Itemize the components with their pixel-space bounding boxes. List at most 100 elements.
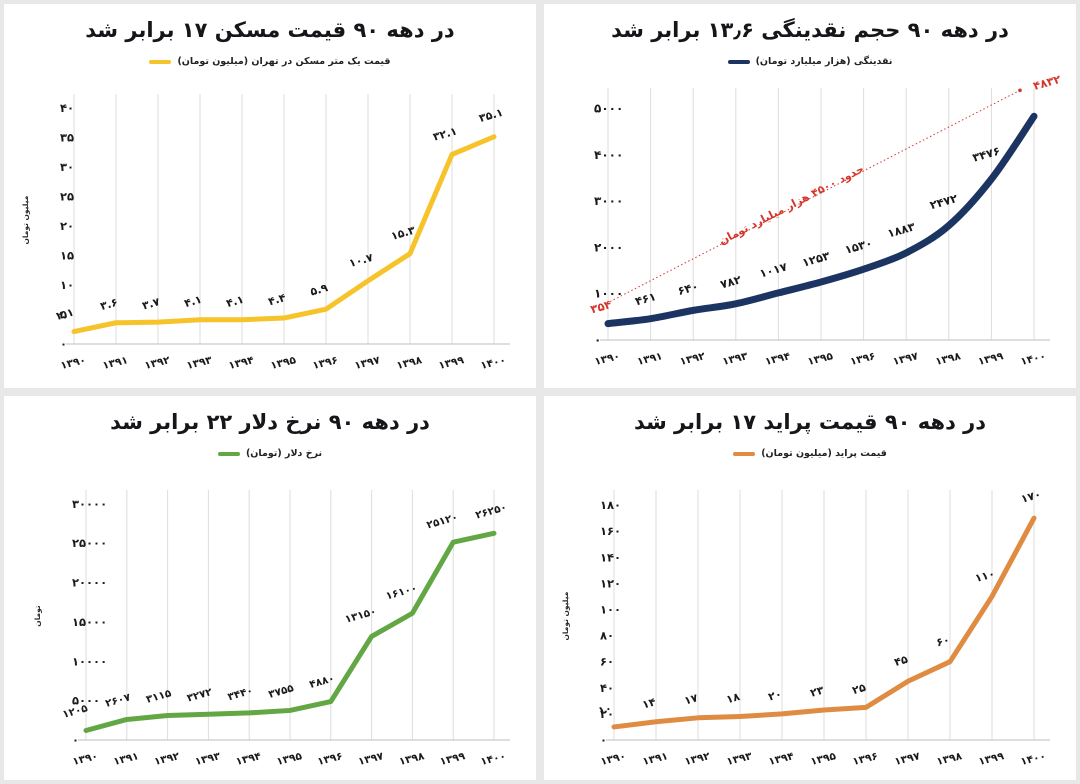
chart-panel-pride-car: در دهه ۹۰ قیمت پراید ۱۷ برابر شد قیمت پر… [544,396,1076,780]
svg-text:۵۰۰۰: ۵۰۰۰ [72,694,100,708]
svg-text:۳۴۴۰: ۳۴۴۰ [226,685,254,704]
svg-text:۱۰.۷: ۱۰.۷ [348,251,375,270]
svg-text:۴.۱: ۴.۱ [183,293,204,310]
svg-text:۴۸۸۰: ۴۸۸۰ [308,672,336,691]
chart-cell-3: در دهه ۹۰ نرخ دلار ۲۲ برابر شد نرخ دلار … [0,392,540,784]
svg-text:۱۳۹۹: ۱۳۹۹ [439,750,467,768]
svg-text:۱۳۹۲: ۱۳۹۲ [153,750,181,768]
plot-area-pride-car: ۰ ۲۰ ۴۰ ۶۰ ۸۰ ۱۰۰ ۱۲۰ ۱۴۰ ۱۶۰ ۱۸۰ میلیون تومان ۱۳۹۰… [544,396,1076,780]
svg-text:۱۳۹۵: ۱۳۹۵ [806,350,834,368]
svg-text:۱۳۹۴: ۱۳۹۴ [767,750,795,768]
svg-text:۲۶۰۷: ۲۶۰۷ [104,691,133,710]
plot-area-housing: ۰ ۵ ۱۰ ۱۵ ۲۰ ۲۵ ۳۰ ۳۵ ۴۰ میلیون تومان ۱۳۹۰ ۱۳۹۱ ۱۳۹۲… [4,4,536,388]
svg-text:۲۰: ۲۰ [767,687,784,703]
svg-text:۲۳: ۲۳ [809,683,826,699]
svg-text:میلیون تومان: میلیون تومان [21,195,30,244]
svg-text:۴۵: ۴۵ [893,653,910,669]
svg-text:۳۲.۱: ۳۲.۱ [432,124,459,143]
svg-text:۱۳۹۳: ۱۳۹۳ [721,350,749,368]
svg-text:میلیون تومان: میلیون تومان [561,591,570,640]
svg-text:۱۴۰۰: ۱۴۰۰ [1019,750,1047,768]
svg-text:۱۵: ۱۵ [60,248,74,262]
svg-text:۷۸۲: ۷۸۲ [719,272,743,291]
svg-text:۳۱۱۵: ۳۱۱۵ [145,687,174,706]
chart-title-liquidity: در دهه ۹۰ حجم نقدینگی ۱۳٫۶ برابر شد [611,18,1009,42]
svg-text:۱۳۹۵: ۱۳۹۵ [809,750,837,768]
svg-text:۱۳۹۸: ۱۳۹۸ [395,354,423,372]
svg-text:۲۶۲۵۰: ۲۶۲۵۰ [474,501,508,521]
svg-text:۱۴۰: ۱۴۰ [600,550,621,564]
svg-text:۱۳۹۱: ۱۳۹۱ [101,354,129,372]
svg-text:۱۳۹۷: ۱۳۹۷ [357,750,385,768]
svg-text:۳۴۷۶: ۳۴۷۶ [971,144,1002,165]
svg-text:۵.۹: ۵.۹ [309,281,330,298]
svg-text:۳۰: ۳۰ [60,160,74,174]
svg-text:۱۳۹۶: ۱۳۹۶ [316,750,344,768]
chart-title-housing: در دهه ۹۰ قیمت مسکن ۱۷ برابر شد [85,18,455,42]
svg-text:۱۸۰: ۱۸۰ [600,498,621,512]
svg-text:۱۳۹۸: ۱۳۹۸ [934,350,962,368]
svg-text:۱۲۵۳: ۱۲۵۳ [800,249,831,270]
legend-swatch-icon [149,59,172,64]
svg-text:۱۳۹۶: ۱۳۹۶ [851,750,879,768]
svg-text:۱۳۹۴: ۱۳۹۴ [764,350,792,368]
svg-text:۱۳۹۶: ۱۳۹۶ [311,354,339,372]
svg-text:۱۳۹۷: ۱۳۹۷ [892,350,920,368]
plot-area-liquidity: ۰ ۱۰۰۰ ۲۰۰۰ ۳۰۰۰ ۴۰۰۰ ۵۰۰۰ ۱۳۹۰ ۱۳۹۱ ۱۳۹۲ ۱۳۹۳ ۱۳۹… [544,4,1076,388]
svg-text:۱۸۸۳: ۱۸۸۳ [886,219,917,240]
chart-panel-housing: در دهه ۹۰ قیمت مسکن ۱۷ برابر شد قیمت یک … [4,4,536,388]
svg-text:۱۰۱۷: ۱۰۱۷ [758,259,789,280]
svg-text:۱۳۹۲: ۱۳۹۲ [683,750,711,768]
svg-text:۵: ۵ [60,307,67,321]
svg-text:۱۳۹۵: ۱۳۹۵ [269,354,297,372]
svg-text:۱۳۹۳: ۱۳۹۳ [185,354,213,372]
svg-text:۱۳۹۹: ۱۳۹۹ [977,350,1005,368]
legend-swatch-icon [217,451,240,456]
svg-text:۱۳۹۹: ۱۳۹۹ [977,750,1005,768]
chart-panel-dollar-rate: در دهه ۹۰ نرخ دلار ۲۲ برابر شد نرخ دلار … [4,396,536,780]
svg-text:۶۴۰: ۶۴۰ [676,279,700,298]
chart-title-pride-car: در دهه ۹۰ قیمت پراید ۱۷ برابر شد [633,410,987,434]
svg-text:۳۵.۱: ۳۵.۱ [478,106,505,125]
svg-text:۱۳۹۰: ۱۳۹۰ [593,350,621,368]
svg-text:۱۳۹۷: ۱۳۹۷ [893,750,921,768]
svg-text:۲۰: ۲۰ [600,707,614,721]
chart-legend-dollar-rate: نرخ دلار (تومان) [4,448,536,459]
svg-text:۲۴۷۲: ۲۴۷۲ [928,191,959,212]
svg-text:۱۳۹۱: ۱۳۹۱ [636,350,664,368]
legend-label-liquidity: نقدینگی (هزار میلیارد تومان) [755,56,893,67]
svg-text:۱۶۰: ۱۶۰ [600,524,621,538]
svg-text:حدود ۴۵۰۰ هزار میلیارد تومان: حدود ۴۵۰۰ هزار میلیارد تومان [717,162,866,247]
svg-text:۳۲۷۲: ۳۲۷۲ [186,686,215,705]
svg-text:۱۲۰۵: ۱۲۰۵ [61,702,90,721]
svg-text:۳.۷: ۳.۷ [141,295,162,312]
svg-text:۰: ۰ [72,733,79,747]
svg-text:۱۴۰۰: ۱۴۰۰ [479,354,507,372]
svg-text:۱۳۹۳: ۱۳۹۳ [194,750,222,768]
svg-text:۱۸: ۱۸ [725,690,742,706]
svg-text:تومان: تومان [33,605,42,627]
svg-text:۱۳۹۰: ۱۳۹۰ [59,354,87,372]
svg-text:۲.۱: ۲.۱ [55,306,76,323]
svg-text:۱۵.۳: ۱۵.۳ [390,224,417,243]
svg-text:۳۵: ۳۵ [60,130,74,144]
svg-text:۴۰۰۰: ۴۰۰۰ [594,148,623,162]
svg-text:۴.۱: ۴.۱ [225,293,246,310]
chart-legend-housing: قیمت یک متر مسکن در تهران (میلیون تومان) [4,56,536,67]
svg-text:۴۶۱: ۴۶۱ [633,289,657,308]
legend-label-dollar-rate: نرخ دلار (تومان) [245,448,323,459]
svg-text:۰: ۰ [594,333,601,347]
svg-text:۱۳۹۲: ۱۳۹۲ [143,354,171,372]
svg-text:۱۱۰: ۱۱۰ [974,567,997,585]
svg-text:۶۰: ۶۰ [935,633,952,649]
svg-text:۱۰۰۰: ۱۰۰۰ [594,287,623,301]
svg-text:۱۳۹۳: ۱۳۹۳ [725,750,753,768]
svg-text:۳۷۵۵: ۳۷۵۵ [267,682,296,701]
svg-text:۱۷۰: ۱۷۰ [1020,488,1043,506]
svg-text:۱۳۹۸: ۱۳۹۸ [935,750,963,768]
svg-text:۴.۴: ۴.۴ [267,291,288,308]
svg-text:۱۰: ۱۰ [597,701,614,717]
legend-swatch-icon [733,451,756,456]
svg-text:۳۵۴: ۳۵۴ [589,297,613,316]
